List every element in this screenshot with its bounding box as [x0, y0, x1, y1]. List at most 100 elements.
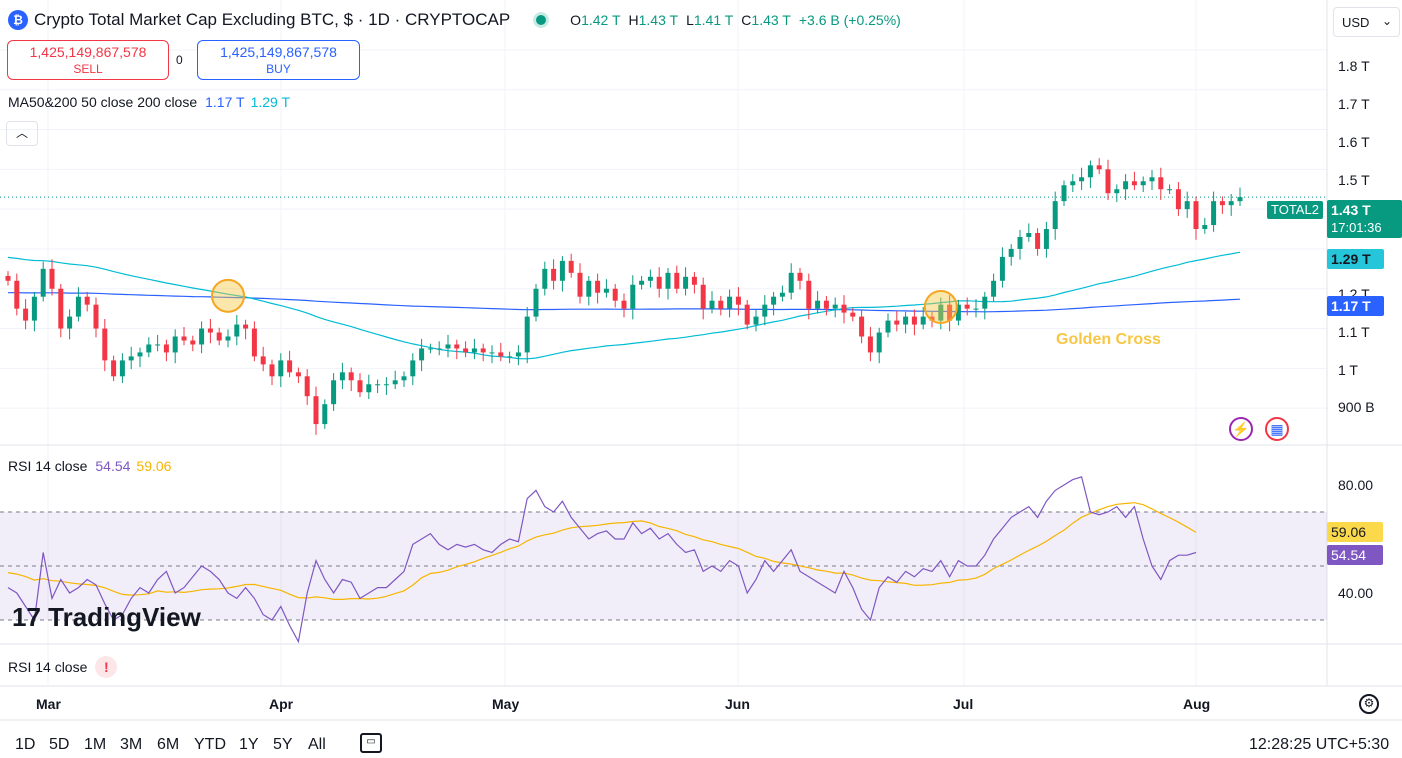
candle-body	[471, 348, 477, 353]
ohlc-low-key: L	[686, 12, 694, 28]
us-flag-icon[interactable]: ▦	[1265, 417, 1289, 441]
candle-body	[14, 280, 20, 309]
candle-body	[788, 272, 794, 293]
candle-body	[436, 348, 442, 350]
symbol-title[interactable]: Crypto Total Market Cap Excluding BTC, $…	[34, 10, 511, 29]
timeframe-ytd[interactable]: YTD	[194, 736, 226, 753]
candle-body	[647, 276, 653, 281]
candle-body	[1228, 201, 1234, 206]
candle-body	[278, 360, 284, 377]
candle-body	[1219, 201, 1225, 206]
candle-body	[383, 384, 389, 386]
lightning-icon[interactable]: ⚡	[1229, 417, 1253, 441]
timeframe-1m[interactable]: 1M	[84, 736, 107, 753]
candle-body	[357, 380, 363, 393]
candle-body	[885, 320, 891, 333]
candle-body	[287, 360, 293, 373]
currency-label: USD	[1342, 15, 1370, 30]
candle-body	[1035, 233, 1041, 249]
buy-button[interactable]: 1,425,149,867,578 BUY	[197, 40, 360, 80]
candle-body	[410, 360, 416, 377]
candle-body	[1096, 165, 1102, 170]
candle-body	[639, 280, 645, 285]
price-tick: 900 B	[1338, 399, 1375, 415]
rsi-path	[7, 476, 1197, 644]
rsi-second-legend[interactable]: RSI 14 close!	[8, 656, 118, 678]
timeframe-3m[interactable]: 3M	[120, 736, 143, 753]
candle-body	[1008, 248, 1014, 257]
rsi-band	[0, 511, 1327, 621]
candle-body	[1061, 185, 1067, 202]
candle-body	[753, 316, 759, 325]
candle-body	[1211, 201, 1217, 226]
chevron-up-icon: ︿	[15, 126, 28, 140]
timeframe-1d[interactable]: 1D	[15, 736, 36, 753]
candle-body	[1043, 229, 1049, 249]
clock[interactable]: 12:28:25 UTC+5:30	[1249, 736, 1390, 753]
candle-body	[911, 316, 917, 325]
price-tick: 1.8 T	[1338, 58, 1370, 74]
gear-icon[interactable]: ⚙	[1359, 694, 1379, 714]
candle-body	[797, 272, 803, 281]
price-tick: 1 T	[1338, 362, 1358, 378]
last-price-tag: 1.43 T 17:01:36	[1327, 200, 1402, 238]
candle-body	[586, 280, 592, 297]
tradingview-watermark: 17 TradingView	[12, 602, 201, 633]
calendar-icon[interactable]: ▭	[360, 733, 382, 753]
rsi-tag: 54.54	[1327, 545, 1383, 565]
candle-body	[920, 316, 926, 325]
candle-body	[1193, 201, 1199, 230]
candle-body	[40, 268, 46, 297]
sell-button[interactable]: 1,425,149,867,578 SELL	[7, 40, 169, 80]
candle-body	[841, 304, 847, 313]
timeframe-6m[interactable]: 6M	[157, 736, 180, 753]
date-tick: May	[492, 696, 520, 712]
candle-body	[23, 308, 29, 321]
rsi-value: 54.54	[95, 458, 131, 474]
candle-body	[735, 296, 741, 305]
ma50-value: 1.29 T	[250, 94, 290, 110]
timeframe-5y[interactable]: 5Y	[273, 736, 293, 753]
candle-body	[58, 288, 64, 329]
candle-body	[163, 344, 169, 353]
ohlc-open-key: O	[570, 12, 582, 28]
candle-body	[815, 300, 821, 309]
ma-indicator-legend[interactable]: MA50&200 50 close 200 close 1.17 T 1.29 T	[8, 94, 290, 110]
candle-body	[331, 380, 337, 405]
candle-body	[207, 328, 213, 333]
price-tick: 1.5 T	[1338, 172, 1370, 188]
candle-body	[727, 296, 733, 309]
candle-body	[199, 328, 205, 345]
market-status-icon[interactable]	[536, 15, 547, 25]
rsi-ma-path	[7, 502, 1197, 601]
timeframe-1y[interactable]: 1Y	[239, 736, 259, 753]
ohlc-close-key: C	[741, 12, 752, 28]
candle-body	[216, 332, 222, 341]
rsi-ma-value: 59.06	[136, 458, 172, 474]
buy-label: BUY	[266, 62, 291, 76]
candle-body	[1017, 236, 1023, 249]
ohlc-close: 1.43 T	[751, 12, 791, 28]
warning-icon[interactable]: !	[95, 656, 118, 678]
candle-body	[947, 304, 953, 321]
candle-body	[859, 316, 865, 337]
candle-body	[93, 304, 99, 329]
candle-body	[419, 348, 425, 361]
date-tick: Aug	[1183, 696, 1211, 712]
candle-body	[260, 356, 266, 365]
candle-body	[1070, 181, 1076, 186]
candle-body	[269, 364, 275, 377]
timeframe-5d[interactable]: 5D	[49, 736, 70, 753]
candle-body	[603, 288, 609, 293]
candle-body	[119, 360, 125, 377]
candle-body	[31, 296, 37, 321]
candle-body	[806, 280, 812, 309]
collapse-legend-button[interactable]: ︿	[6, 121, 38, 146]
timeframe-all[interactable]: All	[308, 736, 326, 753]
rsi-indicator-legend[interactable]: RSI 14 close 54.54 59.06	[8, 458, 171, 474]
chart-header: ₿ Crypto Total Market Cap Excluding BTC,…	[8, 8, 901, 32]
currency-select[interactable]: USD ⌄	[1333, 7, 1400, 37]
buy-price: 1,425,149,867,578	[220, 44, 337, 60]
ohlc-low: 1.41 T	[693, 12, 734, 28]
candle-body	[1149, 177, 1155, 182]
